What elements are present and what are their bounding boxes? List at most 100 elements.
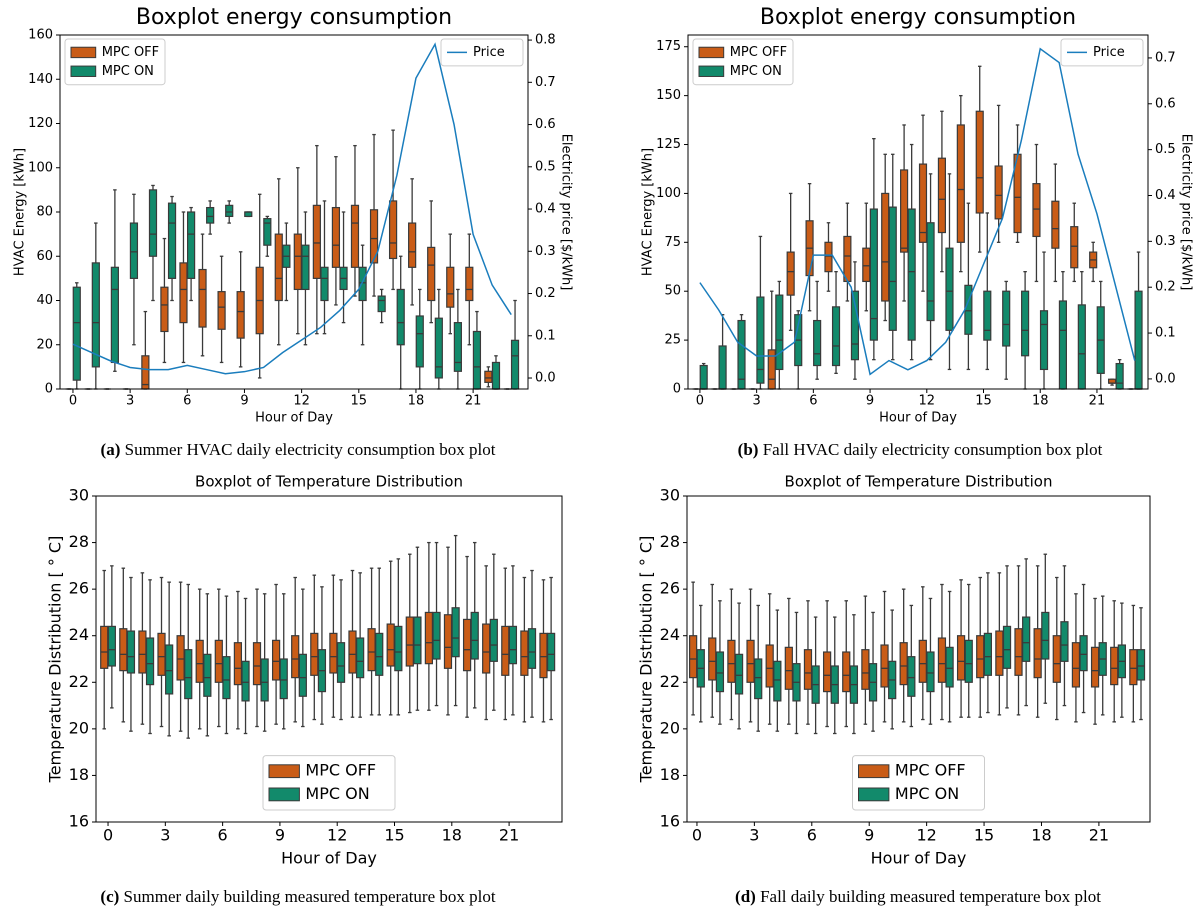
box (510, 339, 520, 390)
x-axis-label: Hour of Day (255, 411, 333, 426)
y-tick-label: 30 (69, 486, 89, 505)
y2-tick-label: 0.2 (1155, 280, 1176, 295)
legend-label: MPC OFF (305, 761, 376, 780)
y-tick-label: 16 (660, 812, 680, 831)
box (899, 642, 908, 686)
y2-tick-label: 0.5 (1155, 142, 1176, 157)
legend-label: MPC OFF (102, 45, 159, 60)
box (336, 642, 346, 683)
box (427, 246, 436, 302)
box (546, 632, 556, 672)
box (252, 642, 262, 686)
box (824, 241, 833, 273)
x-tick-label: 21 (499, 826, 519, 845)
box (320, 266, 329, 302)
box (482, 623, 491, 674)
y-tick-label: 60 (36, 249, 53, 264)
x-tick-label: 9 (275, 826, 285, 845)
caption: (a) Summer HVAC daily electricity consum… (101, 440, 496, 460)
x-tick-label: 0 (696, 394, 704, 409)
x-tick-label: 15 (975, 394, 992, 409)
box (350, 204, 360, 268)
caption-text: Fall daily building measured temperature… (760, 887, 1101, 906)
box (263, 218, 272, 246)
box (260, 658, 269, 702)
chart-title: Boxplot energy consumption (136, 5, 452, 30)
box (1060, 621, 1069, 662)
box (708, 637, 717, 681)
y-tick-label: 40 (36, 293, 53, 308)
y-tick-label: 160 (28, 28, 53, 43)
x-tick-label: 15 (351, 394, 368, 409)
box (236, 291, 245, 339)
box (165, 644, 174, 695)
box (225, 204, 234, 218)
box (206, 206, 215, 224)
box (1032, 183, 1041, 238)
x-tick-label: 18 (442, 826, 462, 845)
box (157, 632, 166, 676)
box (491, 361, 501, 390)
box (1021, 290, 1030, 357)
box (110, 266, 119, 364)
box (754, 658, 763, 700)
box (831, 306, 841, 367)
y-tick-label: 24 (660, 625, 680, 644)
y-tick-label: 16 (69, 812, 89, 831)
box (1134, 290, 1143, 390)
box (784, 646, 793, 690)
y-tick-label: 18 (660, 765, 680, 784)
box (312, 204, 321, 279)
plot-frame (686, 495, 1151, 823)
box (861, 649, 870, 690)
box (786, 251, 795, 296)
box (72, 286, 81, 381)
box (1039, 310, 1049, 371)
box (451, 607, 460, 658)
box (746, 639, 755, 683)
legend-frame (1060, 38, 1144, 67)
box (434, 317, 443, 379)
box (995, 630, 1004, 676)
x-tick-label: 3 (752, 394, 760, 409)
caption-label: (d) (735, 887, 756, 906)
y-tick-label: 80 (36, 205, 53, 220)
box (900, 169, 909, 253)
box (775, 294, 784, 371)
box (432, 611, 441, 660)
price-line (699, 47, 1136, 376)
box (983, 632, 993, 676)
box (91, 262, 100, 368)
caption-label: (c) (100, 887, 120, 906)
box (195, 639, 204, 683)
box (413, 616, 422, 665)
y-tick-label: 20 (660, 718, 680, 737)
y-tick-label: 26 (69, 579, 89, 598)
box (388, 200, 398, 260)
caption-label: (b) (737, 440, 759, 459)
y-tick-label: 22 (660, 672, 680, 691)
y-tick-label: 140 (28, 72, 53, 87)
box (918, 639, 927, 683)
caption: (b) Fall HVAC daily electricity consumpt… (738, 440, 1103, 460)
x-tick-label: 12 (919, 394, 936, 409)
legend-frame (440, 38, 524, 67)
x-tick-label: 3 (126, 394, 134, 409)
y-axis-label: HVAC Energy [kWh] (641, 148, 656, 276)
box (715, 651, 725, 693)
box (527, 628, 537, 669)
x-tick-label: 9 (240, 394, 248, 409)
box (310, 632, 319, 676)
box (184, 649, 193, 700)
y-tick-label: 20 (36, 337, 53, 352)
x-tick-label: 3 (749, 826, 759, 845)
box (358, 266, 367, 302)
y-tick-label: 18 (69, 765, 89, 784)
box (907, 208, 916, 341)
box (869, 208, 878, 341)
box (843, 235, 852, 283)
plot-frame (95, 495, 563, 823)
box (405, 616, 414, 667)
box (983, 290, 992, 341)
box (956, 635, 966, 681)
